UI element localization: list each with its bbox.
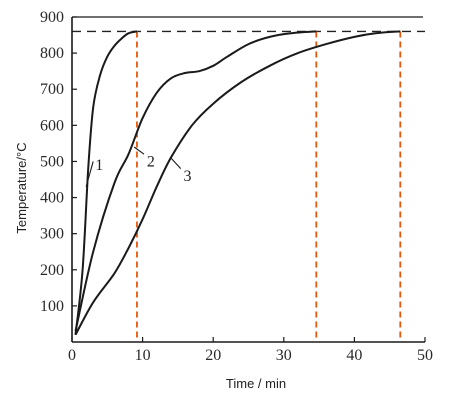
y-tick-label: 600 — [40, 117, 64, 134]
x-tick-label: 30 — [276, 347, 292, 364]
curve-label-3: 3 — [184, 168, 192, 185]
x-tick-label: 50 — [417, 347, 433, 364]
marker-lines-group — [136, 31, 402, 342]
x-tick-label: 20 — [205, 347, 221, 364]
tick-labels-group: 0 10 20 30 40 50 100 200 300 400 500 600 700 800 900 — [40, 9, 433, 364]
y-tick-label: 300 — [40, 226, 64, 243]
x-axis-title: Time / min — [226, 376, 286, 391]
y-tick-label: 700 — [40, 81, 64, 98]
y-tick-label: 800 — [40, 45, 64, 62]
y-tick-label: 100 — [40, 298, 64, 315]
series-line-3 — [74, 30, 401, 336]
curve-label-leader-1 — [85, 161, 94, 187]
y-tick-label: 400 — [40, 190, 64, 207]
ticks-group — [71, 16, 426, 342]
x-tick-label: 10 — [135, 347, 151, 364]
series-line-1 — [74, 30, 138, 335]
y-tick-label: 200 — [40, 262, 64, 279]
curve-label-leader-2 — [133, 146, 145, 155]
curve-label-leader-3 — [170, 157, 182, 170]
y-tick-label: 900 — [40, 9, 64, 26]
x-tick-label: 0 — [68, 347, 76, 364]
curve-label-1: 1 — [95, 157, 103, 174]
series-group — [74, 30, 401, 336]
y-axis-title: Temperature/°C — [14, 142, 29, 233]
y-tick-label: 500 — [40, 153, 64, 170]
series-line-2 — [74, 30, 317, 332]
curve-labels-group: 1 2 3 — [85, 146, 192, 187]
curve-label-2: 2 — [147, 153, 155, 170]
x-tick-label: 40 — [346, 347, 362, 364]
axes-group — [71, 16, 425, 343]
